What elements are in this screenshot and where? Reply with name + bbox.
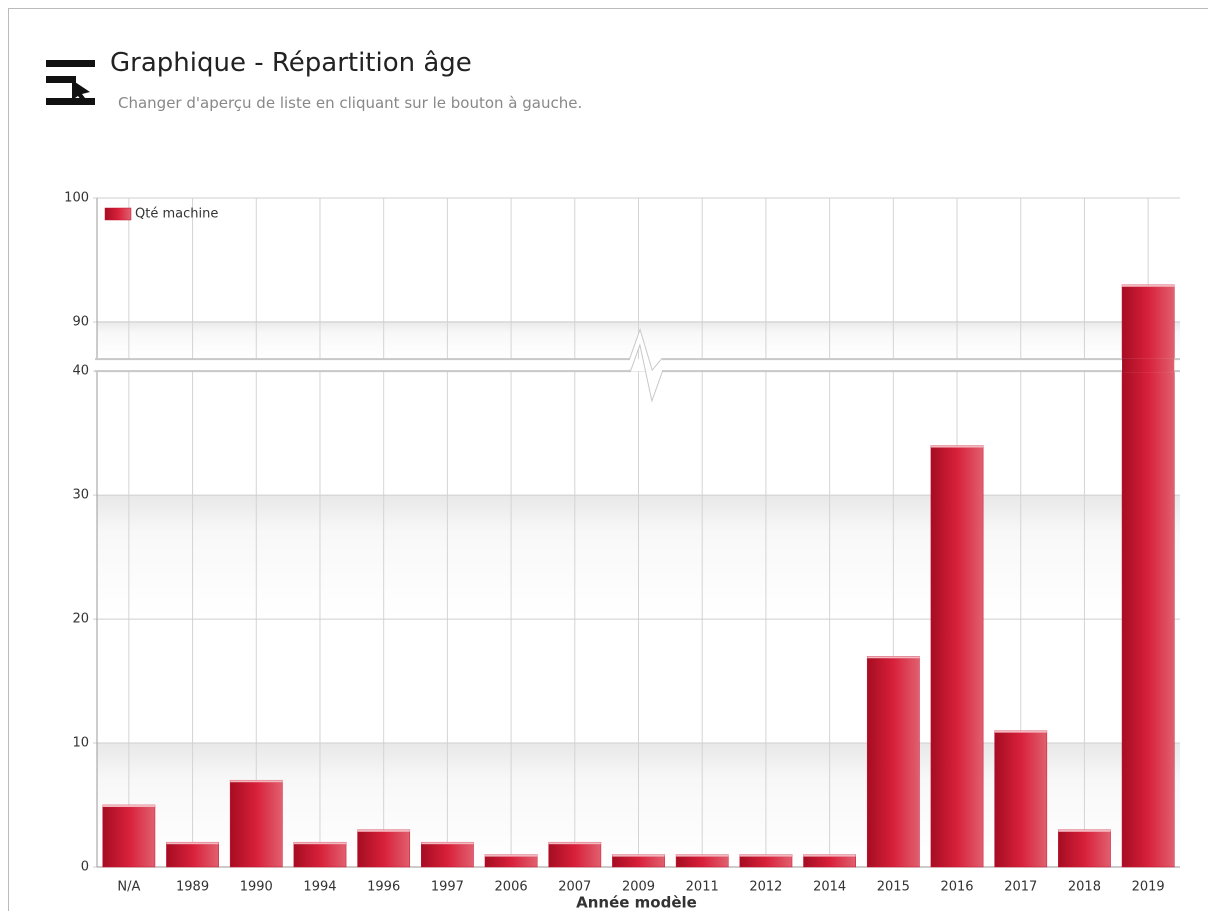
bar — [293, 841, 347, 868]
bar — [1121, 284, 1175, 868]
x-tick-label: 2012 — [749, 880, 782, 895]
legend-swatch — [104, 207, 132, 221]
x-tick-label: 2017 — [1004, 880, 1037, 895]
y-tick-label: 0 — [81, 860, 89, 875]
bar-highlight — [612, 854, 665, 857]
bar-highlight — [548, 842, 601, 845]
x-tick-label: 2014 — [813, 880, 846, 895]
axis-break-gap — [95, 359, 1182, 372]
bar — [1058, 829, 1111, 868]
bar-highlight — [739, 854, 793, 857]
bar — [994, 730, 1048, 868]
x-tick-label: 1997 — [431, 880, 464, 895]
bar-highlight — [676, 854, 729, 857]
bar-highlight — [230, 780, 283, 783]
page-subtitle: Changer d'aperçu de liste en cliquant su… — [118, 94, 583, 112]
x-tick-label: N/A — [117, 880, 140, 895]
x-tick-label: 2016 — [940, 880, 973, 895]
bar-highlight — [930, 445, 984, 448]
bar — [166, 841, 219, 868]
axis-break-fill — [630, 331, 662, 400]
bar-segment — [1122, 358, 1175, 373]
y-tick-label: 10 — [72, 736, 89, 751]
bar-highlight — [994, 730, 1047, 733]
bar-highlight — [867, 656, 920, 659]
bar-highlight — [357, 829, 410, 832]
bar — [229, 779, 283, 868]
axis-break — [95, 339, 1180, 403]
bar — [548, 841, 602, 868]
legend-label: Qté machine — [135, 207, 218, 222]
x-tick-label: 1996 — [367, 880, 400, 895]
y-tick-label: 90 — [72, 314, 89, 329]
y-tick-label: 20 — [72, 612, 89, 627]
menu-icon[interactable] — [46, 60, 95, 105]
y-tick-label: 30 — [72, 488, 89, 503]
bar-highlight — [803, 854, 856, 857]
bar-highlight — [293, 842, 347, 845]
page-title: Graphique - Répartition âge — [110, 48, 472, 78]
x-tick-label: 2007 — [558, 880, 591, 895]
bar-highlight — [166, 842, 219, 845]
x-tick-label: 2006 — [495, 880, 528, 895]
bar — [866, 656, 920, 868]
x-tick-label: 1989 — [176, 880, 209, 895]
bar — [930, 445, 984, 868]
bar-highlight — [1058, 829, 1111, 832]
y-tick-label: 100 — [64, 191, 89, 206]
bar-highlight — [102, 805, 155, 808]
x-tick-label: 1990 — [240, 880, 273, 895]
bar-highlight — [484, 854, 538, 857]
x-tick-label: 2015 — [877, 880, 910, 895]
bar-highlight — [1122, 284, 1175, 287]
x-tick-label: 1994 — [303, 880, 336, 895]
bar-highlight — [421, 842, 474, 845]
bar — [102, 804, 156, 868]
y-tick-label: 40 — [72, 364, 89, 379]
x-tick-label: 2009 — [622, 880, 655, 895]
x-tick-label: 2019 — [1132, 880, 1165, 895]
bar — [357, 829, 411, 868]
x-axis-label: Année modèle — [576, 894, 697, 911]
panel — [8, 8, 1208, 911]
bar — [421, 841, 474, 868]
x-tick-label: 2018 — [1068, 880, 1101, 895]
x-tick-label: 2011 — [686, 880, 719, 895]
